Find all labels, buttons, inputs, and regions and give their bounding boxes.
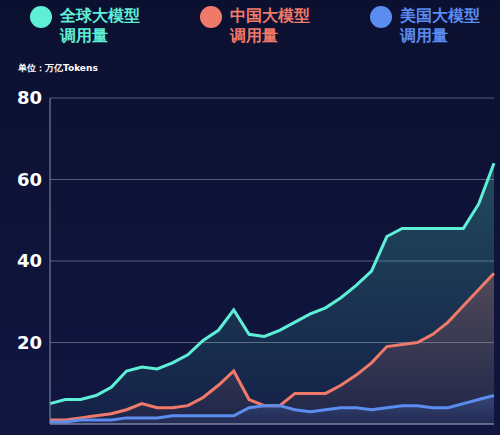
svg-text:60: 60 bbox=[17, 169, 42, 190]
svg-text:40: 40 bbox=[17, 250, 42, 271]
svg-text:20: 20 bbox=[17, 332, 42, 353]
html-text:单位：万亿Tokens: 单位：万亿Tokens bbox=[18, 63, 98, 73]
html-text:中国大模型调用量: 中国大模型调用量 bbox=[230, 6, 310, 45]
svg-text:80: 80 bbox=[17, 87, 42, 108]
html-text:美国大模型调用量: 美国大模型调用量 bbox=[400, 6, 480, 45]
html-text:全球大模型调用量: 全球大模型调用量 bbox=[60, 6, 140, 45]
